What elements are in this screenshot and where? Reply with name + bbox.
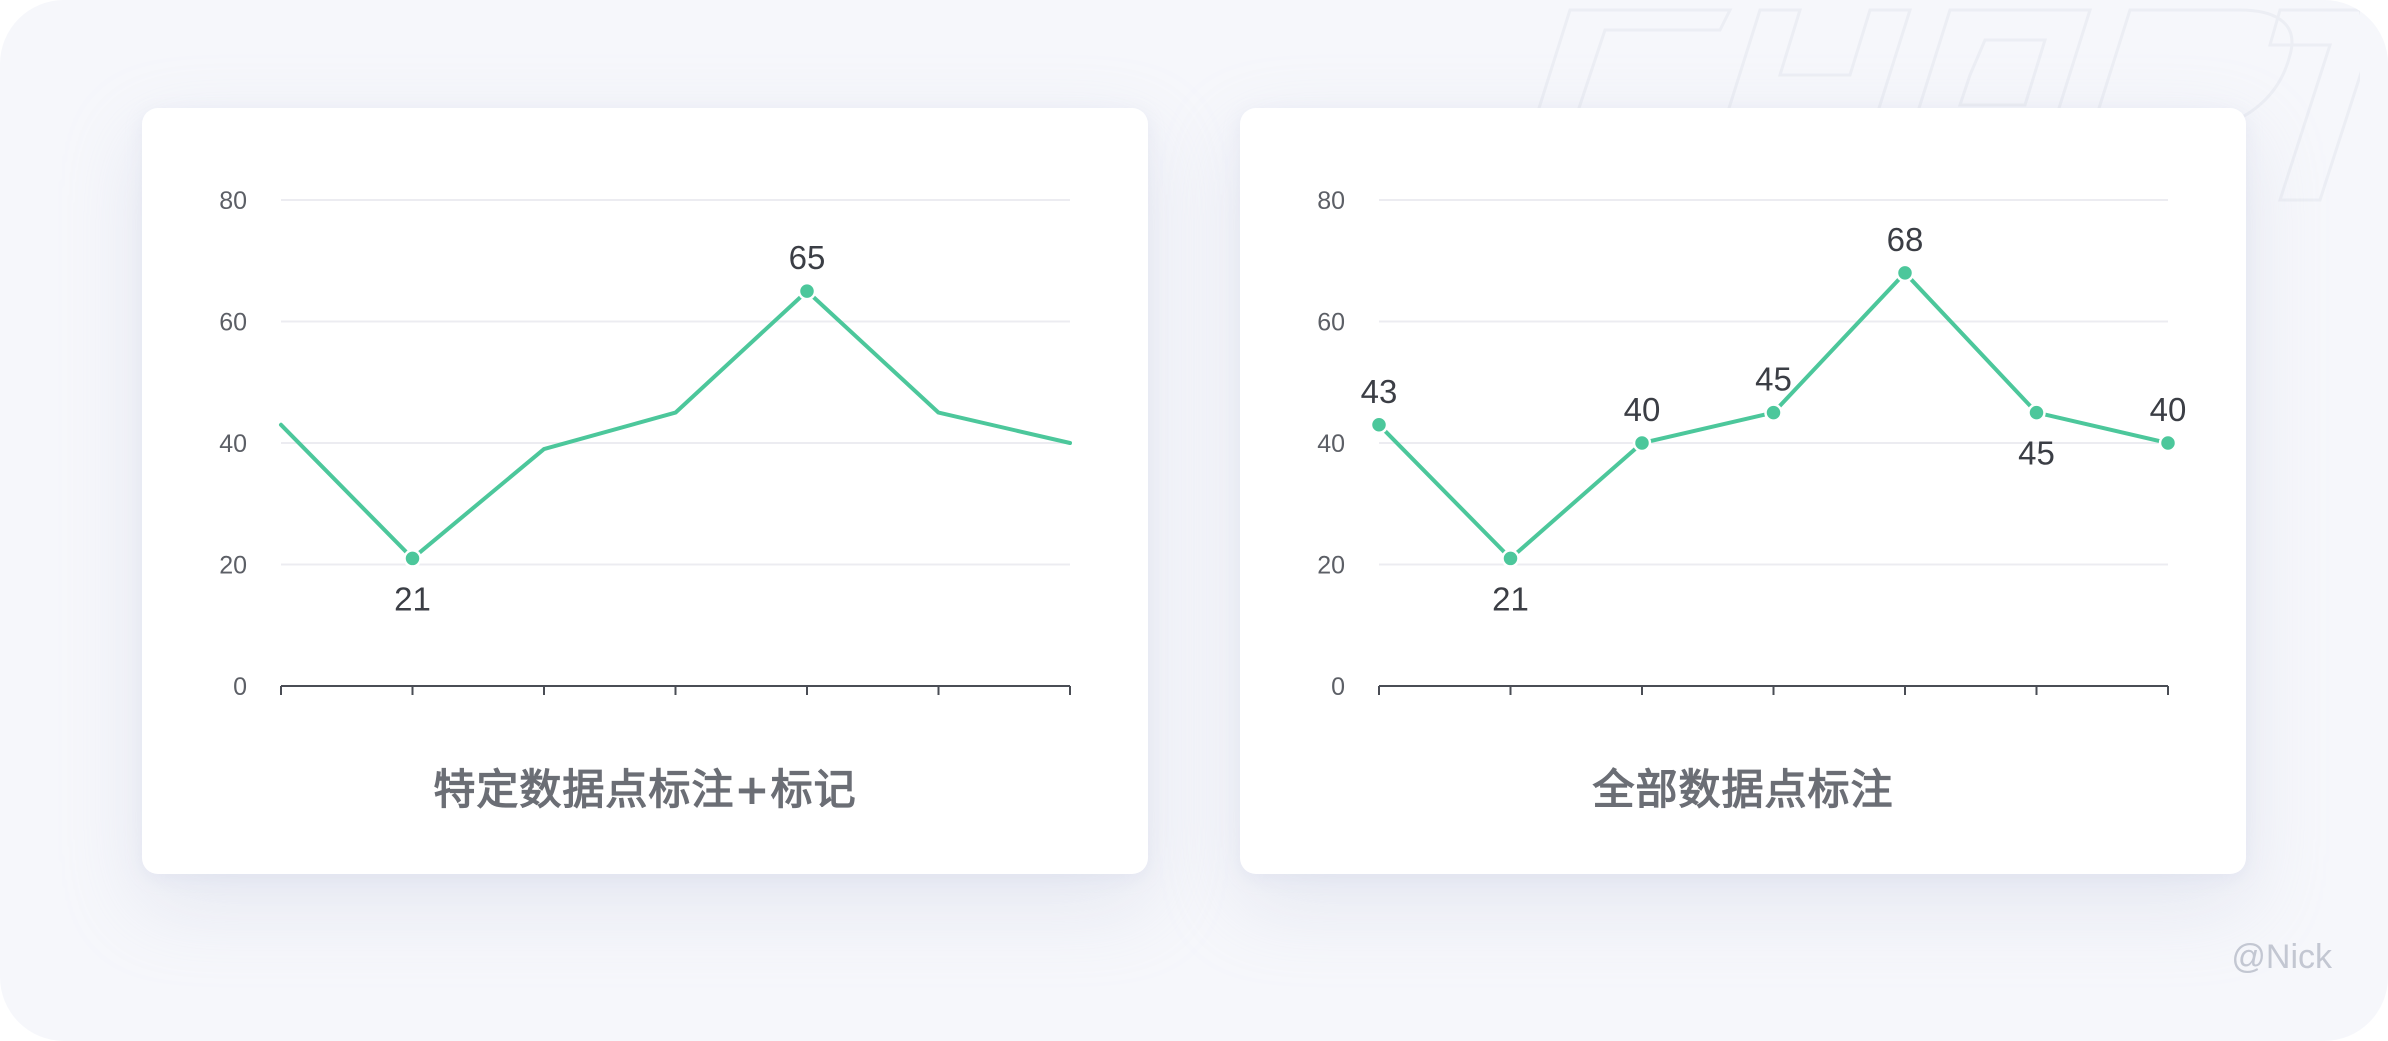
y-tick-label: 0: [1331, 673, 1345, 701]
data-point-marker: [1764, 403, 1783, 422]
data-label: 65: [789, 239, 826, 276]
data-point-marker: [1501, 549, 1520, 568]
series-line: [279, 289, 1072, 561]
data-label: 45: [2018, 435, 2055, 472]
y-tick-label: 60: [1317, 309, 1345, 337]
data-label: 68: [1887, 221, 1924, 258]
chart-title: 全部数据点标注: [1592, 765, 1894, 814]
y-tick-label: 20: [219, 552, 247, 580]
data-point-marker: [1895, 263, 1915, 283]
data-point-marker: [2027, 403, 2046, 422]
data-point-marker: [1632, 433, 1652, 453]
data-label: 21: [394, 580, 431, 617]
y-tick-label: 20: [1317, 552, 1345, 580]
data-point-marker: [797, 281, 817, 301]
y-tick-label: 0: [233, 673, 247, 701]
data-point-marker: [403, 549, 422, 568]
chart-card-all: 0 20 40 60 80 43 21 40 45 68 45 40 全部数据点标注: [1240, 108, 2246, 874]
chart-card-specific: 0 20 40 60 80 21 65 特定数据点标注+标记: [142, 108, 1148, 874]
data-label: 45: [1755, 361, 1792, 398]
author-credit: @Nick: [2231, 938, 2332, 976]
y-tick-label: 40: [1317, 430, 1345, 458]
line-chart-specific: 0 20 40 60 80 21 65: [219, 187, 1072, 701]
y-tick-label: 60: [219, 309, 247, 337]
data-point-marker: [2158, 433, 2178, 453]
data-label: 21: [1492, 580, 1529, 617]
y-tick-label: 40: [219, 430, 247, 458]
chart-title: 特定数据点标注+标记: [433, 765, 857, 814]
data-label: 40: [1624, 391, 1661, 428]
y-tick-label: 80: [219, 187, 247, 215]
y-tick-label: 80: [1317, 187, 1345, 215]
data-label: 43: [1361, 373, 1398, 410]
data-point-marker: [1369, 415, 1389, 435]
data-label: 40: [2150, 391, 2187, 428]
line-chart-all: 0 20 40 60 80 43 21 40 45 68 45 40: [1317, 187, 2187, 701]
